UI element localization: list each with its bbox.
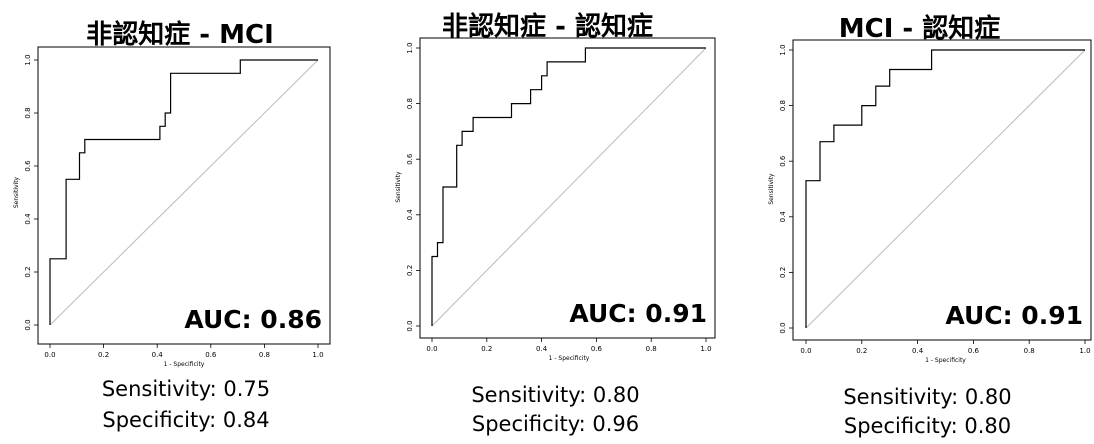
specificity-text: Specificity: 0.84 [102, 408, 270, 432]
y-tick-label: 0.4 [24, 213, 32, 225]
reference-diagonal [805, 49, 1086, 329]
x-axis-label: 1 - Specificity [925, 357, 966, 364]
roc-plot-2: 0.0 0.2 0.4 0.6 0.8 1.0 1 - Specificity 0.0 0.2 0… [395, 37, 716, 362]
y-tick-label: 0.8 [779, 100, 787, 111]
y-axis-label: Sensitivity [395, 171, 402, 203]
y-tick-label: 1.0 [406, 42, 414, 53]
x-tick-label: 0.2 [481, 345, 492, 353]
reference-diagonal [49, 59, 319, 326]
x-tick-label: 0.6 [205, 351, 217, 359]
x-axis-label: 1 - Specificity [549, 355, 590, 362]
plot-frame [419, 37, 716, 339]
y-tick-label: 0.4 [406, 209, 414, 221]
y-tick-label: 0.0 [406, 320, 414, 331]
x-tick-label: 1.0 [312, 351, 323, 359]
plot-frame [792, 39, 1092, 341]
roc-curve [431, 47, 706, 326]
x-tick-label: 0.8 [259, 351, 270, 359]
y-tick-label: 0.8 [406, 98, 414, 109]
sensitivity-text: Sensitivity: 0.80 [471, 383, 640, 407]
roc-plot-3: 0.0 0.2 0.4 0.6 0.8 1.0 1 - Specificity 0.0 0.2 0… [768, 39, 1092, 364]
chart-title: 非認知症 - MCI [86, 20, 274, 50]
y-tick-label: 0.2 [24, 266, 32, 277]
x-tick-label: 0.4 [536, 345, 548, 353]
y-tick-label: 0.6 [406, 153, 414, 165]
x-tick-label: 0.8 [646, 345, 657, 353]
y-axis-label: Sensitivity [13, 176, 20, 208]
x-tick-label: 0.4 [912, 347, 924, 355]
y-tick-label: 0.4 [779, 211, 787, 223]
y-tick-label: 1.0 [779, 44, 787, 55]
auc-label: AUC: 0.91 [945, 301, 1083, 330]
x-tick-label: 0.0 [800, 347, 811, 355]
y-tick-label: 0.6 [24, 160, 32, 172]
roc-curve [49, 59, 318, 325]
x-tick-label: 1.0 [700, 345, 711, 353]
roc-plot-1: 0.0 0.2 0.4 0.6 0.8 1.0 1 - Specificity 0.0 0.2 0… [13, 46, 331, 368]
reference-diagonal [431, 47, 707, 327]
x-tick-label: 0.6 [968, 347, 980, 355]
specificity-text: Specificity: 0.80 [843, 414, 1012, 438]
sensitivity-text: Sensitivity: 0.80 [843, 385, 1012, 409]
y-tick-label: 1.0 [24, 54, 32, 65]
specificity-text: Specificity: 0.96 [471, 412, 640, 436]
x-tick-label: 0.6 [591, 345, 603, 353]
roc-panel-1: 非認知症 - MCI 0.0 0.2 0.4 0.6 0.8 1.0 1 - Specifi… [0, 0, 360, 444]
y-tick-label: 0.6 [779, 155, 787, 167]
roc-panel-2: 非認知症 - 認知症 0.0 0.2 0.4 0.6 0.8 1.0 1 - Specifi… [370, 0, 725, 444]
chart-title: MCI - 認知症 [838, 14, 1001, 44]
chart-title: 非認知症 - 認知症 [442, 12, 653, 42]
x-tick-label: 0.4 [152, 351, 164, 359]
x-tick-label: 0.2 [98, 351, 109, 359]
x-tick-label: 0.0 [44, 351, 55, 359]
y-axis-label: Sensitivity [768, 173, 775, 205]
x-tick-label: 1.0 [1079, 347, 1090, 355]
y-tick-label: 0.0 [779, 322, 787, 333]
x-tick-label: 0.8 [1024, 347, 1035, 355]
y-tick-label: 0.8 [24, 107, 32, 118]
plot-frame [37, 46, 331, 345]
auc-label: AUC: 0.86 [184, 305, 322, 334]
y-tick-label: 0.2 [779, 267, 787, 278]
y-tick-label: 0.0 [24, 319, 32, 330]
y-tick-label: 0.2 [406, 265, 414, 276]
roc-panel-3: MCI - 認知症 0.0 0.2 0.4 0.6 0.8 1.0 1 - Specific… [745, 0, 1094, 444]
x-tick-label: 0.2 [856, 347, 867, 355]
x-axis-label: 1 - Specificity [164, 361, 205, 368]
sensitivity-text: Sensitivity: 0.75 [101, 377, 271, 401]
auc-label: AUC: 0.91 [569, 299, 707, 328]
x-tick-label: 0.0 [426, 345, 437, 353]
roc-curve [805, 49, 1085, 328]
